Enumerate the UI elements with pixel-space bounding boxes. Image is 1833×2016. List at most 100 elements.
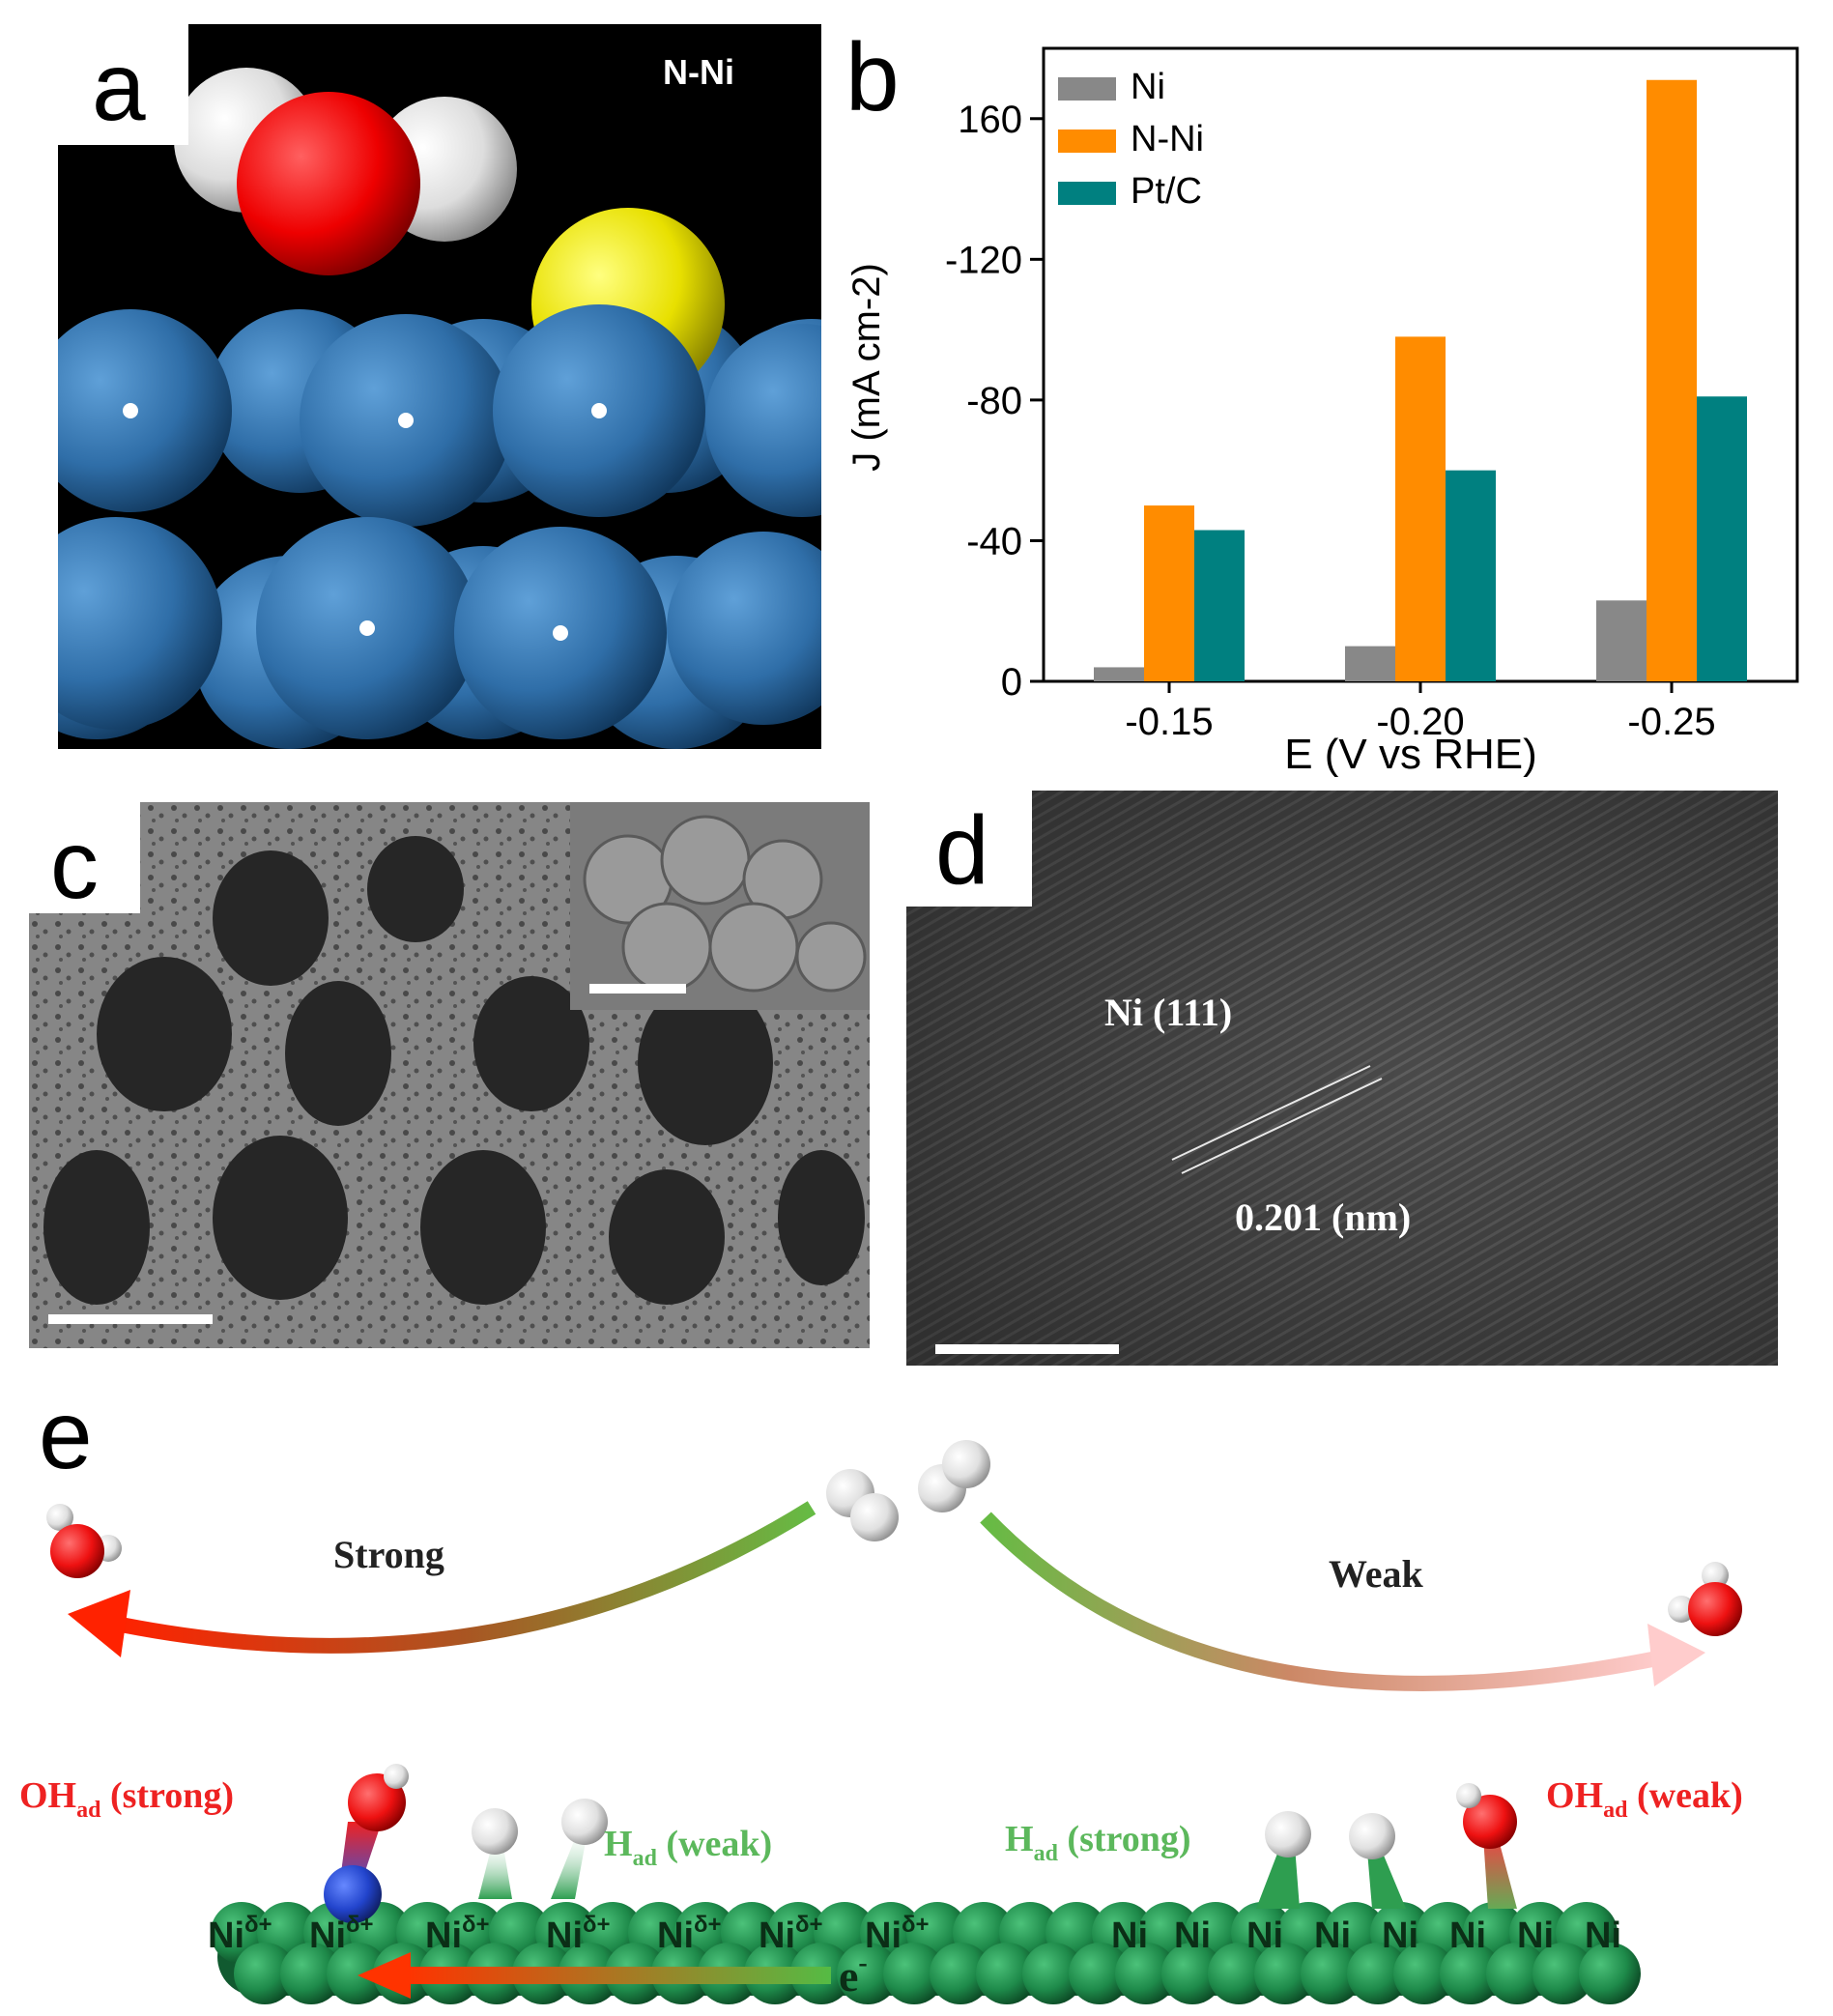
ni-label: Ni xyxy=(1382,1915,1418,1956)
water-left xyxy=(46,1504,122,1578)
panel-c-inset xyxy=(570,802,870,1010)
surface-atom xyxy=(837,1943,899,2004)
ni-delta-label: Niδ+ xyxy=(657,1912,722,1956)
inset-scale-bar xyxy=(589,984,686,994)
bar-ni-2 xyxy=(1596,600,1647,681)
x-axis-label: E (V vs RHE) xyxy=(1284,731,1537,778)
panel-letter-a: a xyxy=(92,33,146,141)
ni-label: Ni xyxy=(1517,1915,1554,1956)
panel-letter-b: b xyxy=(845,23,900,131)
h-weak-cone-1 xyxy=(478,1841,512,1899)
surface-atom xyxy=(930,1943,991,2004)
spacing-label: 0.201 (nm) xyxy=(1235,1195,1411,1239)
y-tick-label: -80 xyxy=(966,380,1022,422)
panel-e-svg: Strong Weak OHad (strong) Had (weak) Had… xyxy=(19,1440,1743,2004)
y-tick-label: -120 xyxy=(945,239,1022,281)
chart-bars xyxy=(1094,79,1747,681)
surface-atom xyxy=(883,1943,945,2004)
y-tick-label: -40 xyxy=(966,520,1022,562)
legend-swatch xyxy=(1058,130,1116,153)
surface-atom xyxy=(1115,1943,1177,2004)
strong-arrow-head-icon xyxy=(68,1590,130,1657)
surface-atom xyxy=(976,1943,1038,2004)
water-molecule xyxy=(174,68,517,275)
surface-atom xyxy=(1161,1943,1223,2004)
strong-arc xyxy=(114,1501,816,1654)
water-right xyxy=(1668,1562,1742,1636)
surface-atom xyxy=(280,1943,342,2004)
surface-atom xyxy=(1579,1943,1641,2004)
y-tick-label: 160 xyxy=(958,99,1022,141)
x-tick-label: -0.25 xyxy=(1627,701,1715,743)
oh-weak-label: OHad (weak) xyxy=(1546,1775,1743,1823)
y-tick-label: 0 xyxy=(1001,661,1022,704)
surface-atom xyxy=(1393,1943,1455,2004)
x-tick-label: -0.20 xyxy=(1376,701,1464,743)
surface-atom xyxy=(1347,1943,1409,2004)
ni-label: Ni xyxy=(1585,1915,1621,1956)
panel-c-svg xyxy=(29,802,870,1348)
bar-ni-0 xyxy=(1094,667,1144,681)
h-strong-label: Had (strong) xyxy=(1005,1819,1191,1866)
weak-label: Weak xyxy=(1329,1552,1424,1596)
bar-ni-1 xyxy=(1345,646,1395,681)
legend-swatch xyxy=(1058,77,1116,101)
oh-strong-hydrogen xyxy=(384,1764,409,1789)
bar-n-ni-0 xyxy=(1144,505,1194,681)
panel-letter-c: c xyxy=(50,811,99,919)
ni-delta-label: Niδ+ xyxy=(309,1912,374,1956)
ni-delta-label: Niδ+ xyxy=(865,1912,930,1956)
surface-atom xyxy=(1208,1943,1270,2004)
ni-atoms-front-layer xyxy=(58,304,821,739)
legend-label: Pt/C xyxy=(1131,171,1202,212)
bar-pt-c-1 xyxy=(1446,470,1496,681)
legend-swatch xyxy=(1058,182,1116,205)
electron-label: e- xyxy=(839,1948,868,2001)
lattice-line-2 xyxy=(1181,1078,1383,1174)
h-weak-cone-2 xyxy=(551,1831,587,1899)
oh-weak-hydrogen xyxy=(1456,1783,1481,1808)
h-strong-atom-1 xyxy=(1265,1811,1311,1858)
ni-delta-label: Niδ+ xyxy=(546,1912,611,1956)
ni-delta-site xyxy=(324,1865,382,1923)
surface-atom xyxy=(1301,1943,1362,2004)
surface-atom xyxy=(1532,1943,1594,2004)
surface-atom xyxy=(1254,1943,1316,2004)
lattice-line-1 xyxy=(1171,1065,1371,1161)
oh-weak-cone xyxy=(1483,1836,1517,1909)
ni-label: Ni xyxy=(1246,1915,1283,1956)
weak-arc xyxy=(980,1512,1664,1691)
ni-delta-label: Niδ+ xyxy=(759,1912,823,1956)
weak-arrow-head-icon xyxy=(1647,1624,1705,1686)
panel-letter-d: d xyxy=(935,796,989,905)
surface-atom xyxy=(1440,1943,1502,2004)
panel-letter-e: e xyxy=(39,1381,93,1489)
ni-delta-label: Niδ+ xyxy=(208,1912,272,1956)
ni-label: Ni xyxy=(1449,1915,1486,1956)
panel-b-bar-chart: 0 -40 -80 -120 160 -0.15 -0.20 -0.25 Ni N-Ni Pt/… xyxy=(841,19,1817,783)
y-axis: 0 -40 -80 -120 160 xyxy=(945,99,1044,704)
bar-n-ni-2 xyxy=(1647,79,1697,681)
panel-e-schematic: Strong Weak OHad (strong) Had (weak) Had… xyxy=(0,1382,1833,2011)
panel-c-sem-image xyxy=(29,802,870,1348)
plane-label: Ni (111) xyxy=(1104,991,1232,1034)
electron-arrow-head-icon xyxy=(358,1952,411,1999)
ni-label: Ni xyxy=(1174,1915,1211,1956)
panel-a-molecular-model: N-Ni xyxy=(58,24,821,749)
bar-n-ni-1 xyxy=(1395,336,1446,681)
ni-delta-label: Niδ+ xyxy=(425,1912,490,1956)
panel-a-label: N-Ni xyxy=(663,52,734,92)
h-strong-atom-2 xyxy=(1349,1813,1395,1859)
h-weak-atom-1 xyxy=(472,1808,518,1855)
panel-c-scale-bar xyxy=(48,1314,213,1324)
electron-arrow xyxy=(406,1967,831,1984)
surface-atom xyxy=(1069,1943,1131,2004)
panel-d-scale-bar xyxy=(935,1344,1119,1354)
h-weak-atom-2 xyxy=(561,1799,608,1845)
chart-legend: Ni N-Ni Pt/C xyxy=(1058,67,1204,212)
strong-label: Strong xyxy=(333,1533,444,1576)
bar-pt-c-0 xyxy=(1194,530,1245,681)
panel-a-svg: N-Ni xyxy=(58,52,821,749)
legend-label: Ni xyxy=(1131,67,1165,107)
surface-atom xyxy=(1486,1943,1548,2004)
